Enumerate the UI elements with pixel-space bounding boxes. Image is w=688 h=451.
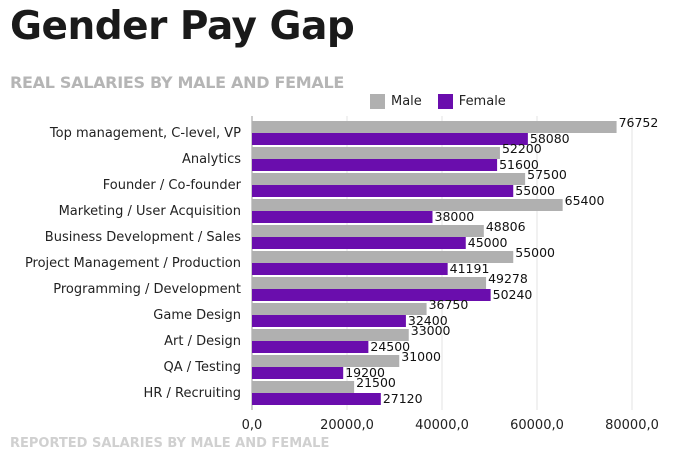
category-label: Project Management / Production — [25, 256, 241, 271]
bar-male — [252, 355, 400, 367]
bar-female — [252, 211, 433, 223]
data-label-male: 36750 — [429, 297, 469, 312]
category-label: Art / Design — [164, 334, 241, 349]
data-label-male: 76752 — [619, 115, 659, 130]
bar-male — [252, 173, 526, 185]
x-tick-label: 0,0 — [242, 418, 263, 433]
data-label-male: 21500 — [356, 375, 396, 390]
category-label: Business Development / Sales — [45, 230, 241, 245]
bar-female — [252, 341, 369, 353]
bar-female — [252, 393, 381, 405]
bar-female — [252, 367, 344, 379]
data-label-male: 52200 — [502, 141, 542, 156]
bar-female — [252, 237, 466, 249]
bar-female — [252, 289, 491, 301]
category-label: Game Design — [153, 308, 241, 323]
bar-male — [252, 199, 563, 211]
data-label-female: 55000 — [515, 183, 555, 198]
bar-female — [252, 159, 498, 171]
bar-male — [252, 303, 427, 315]
bar-male — [252, 147, 500, 159]
data-label-female: 19200 — [345, 365, 385, 380]
legend-swatch-male — [370, 94, 385, 109]
data-label-male: 31000 — [401, 349, 441, 364]
bar-female — [252, 263, 448, 275]
category-label: Founder / Co-founder — [103, 178, 242, 193]
legend-item-female[interactable]: Female — [437, 94, 506, 109]
bar-male — [252, 225, 484, 237]
category-label: HR / Recruiting — [144, 386, 241, 401]
bar-female — [252, 315, 406, 327]
x-tick-label: 80000,0 — [605, 418, 659, 433]
legend-swatch-female — [437, 94, 453, 109]
data-label-female: 58080 — [530, 131, 570, 146]
legend-item-male[interactable]: Male — [370, 94, 422, 109]
page-title: Gender Pay Gap — [10, 4, 355, 49]
x-tick-label: 60000,0 — [510, 418, 564, 433]
data-label-male: 49278 — [488, 271, 528, 286]
category-label: Programming / Development — [53, 282, 241, 297]
legend-label-male: Male — [391, 94, 422, 109]
category-label: QA / Testing — [164, 360, 241, 375]
bar-male — [252, 277, 487, 289]
data-label-male: 57500 — [527, 167, 567, 182]
data-label-female: 27120 — [383, 391, 423, 406]
data-label-female: 24500 — [370, 339, 410, 354]
data-label-female: 45000 — [468, 235, 508, 250]
bar-male — [252, 251, 514, 263]
category-label: Analytics — [182, 152, 241, 167]
bar-female — [252, 133, 528, 145]
bar-male — [252, 381, 355, 393]
legend: Male Female — [370, 94, 522, 109]
data-label-female: 41191 — [450, 261, 490, 276]
next-section-heading: REPORTED SALARIES BY MALE AND FEMALE — [10, 436, 330, 451]
chart-subtitle: REAL SALARIES BY MALE AND FEMALE — [10, 73, 344, 92]
data-label-female: 50240 — [493, 287, 533, 302]
category-label: Marketing / User Acquisition — [59, 204, 241, 219]
bar-female — [252, 185, 514, 197]
data-label-female: 51600 — [499, 157, 539, 172]
data-label-male: 55000 — [515, 245, 555, 260]
data-label-female: 32400 — [408, 313, 448, 328]
data-label-male: 65400 — [565, 193, 605, 208]
x-tick-label: 20000,0 — [320, 418, 374, 433]
x-tick-label: 40000,0 — [415, 418, 469, 433]
data-label-male: 33000 — [411, 323, 451, 338]
bar-male — [252, 121, 617, 133]
legend-label-female: Female — [458, 94, 506, 109]
data-label-female: 38000 — [435, 209, 475, 224]
bar-male — [252, 329, 409, 341]
category-label: Top management, C-level, VP — [49, 126, 241, 141]
data-label-male: 48806 — [486, 219, 526, 234]
